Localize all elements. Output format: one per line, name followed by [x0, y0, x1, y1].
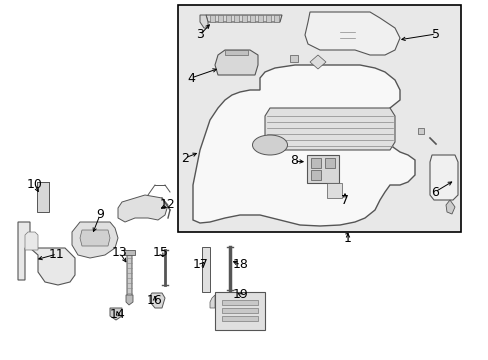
Polygon shape — [273, 15, 279, 22]
Polygon shape — [289, 55, 297, 62]
Text: 1: 1 — [344, 231, 351, 244]
Text: 7: 7 — [340, 194, 348, 207]
Text: 10: 10 — [27, 179, 43, 192]
Polygon shape — [127, 253, 132, 300]
Polygon shape — [124, 250, 135, 255]
Text: 19: 19 — [233, 288, 248, 302]
Polygon shape — [249, 15, 254, 22]
Polygon shape — [200, 15, 207, 28]
Polygon shape — [25, 232, 38, 250]
Polygon shape — [264, 108, 394, 150]
Polygon shape — [305, 12, 399, 55]
Polygon shape — [205, 15, 282, 22]
Text: 17: 17 — [193, 258, 208, 271]
Text: 8: 8 — [289, 154, 297, 167]
Polygon shape — [445, 200, 454, 214]
Polygon shape — [209, 295, 215, 308]
Bar — [326, 183, 341, 198]
Bar — [222, 316, 258, 321]
Polygon shape — [126, 295, 133, 305]
Polygon shape — [224, 50, 247, 55]
Polygon shape — [234, 15, 239, 22]
Text: 18: 18 — [233, 258, 248, 271]
Polygon shape — [417, 128, 423, 134]
Text: 14: 14 — [110, 309, 125, 321]
Polygon shape — [265, 15, 270, 22]
Bar — [310, 158, 320, 168]
Polygon shape — [225, 15, 230, 22]
Bar — [222, 300, 258, 305]
Polygon shape — [218, 15, 223, 22]
Text: 3: 3 — [196, 28, 203, 41]
Bar — [310, 170, 320, 180]
Bar — [178, 5, 460, 232]
Bar — [325, 158, 334, 168]
Polygon shape — [209, 15, 215, 22]
Text: 9: 9 — [96, 208, 104, 221]
Bar — [222, 308, 258, 313]
Polygon shape — [72, 222, 118, 258]
Text: 15: 15 — [153, 247, 168, 260]
Text: 5: 5 — [431, 27, 439, 40]
Polygon shape — [429, 155, 457, 200]
Bar — [37, 182, 49, 212]
Polygon shape — [118, 195, 168, 222]
Text: 2: 2 — [181, 152, 188, 165]
Polygon shape — [110, 308, 122, 320]
Polygon shape — [18, 222, 75, 285]
Polygon shape — [309, 55, 325, 69]
Polygon shape — [242, 15, 246, 22]
Polygon shape — [193, 65, 414, 226]
Bar — [215, 292, 264, 330]
Polygon shape — [150, 293, 164, 308]
Bar — [202, 247, 209, 292]
Text: 12: 12 — [160, 198, 176, 211]
Text: 4: 4 — [187, 72, 195, 85]
Text: 16: 16 — [147, 293, 163, 306]
Bar — [306, 155, 338, 183]
Polygon shape — [80, 230, 110, 246]
Polygon shape — [215, 50, 258, 75]
Text: 6: 6 — [430, 185, 438, 198]
Ellipse shape — [252, 135, 287, 155]
Text: 13: 13 — [112, 247, 128, 260]
Polygon shape — [258, 15, 263, 22]
Text: 11: 11 — [49, 248, 65, 261]
